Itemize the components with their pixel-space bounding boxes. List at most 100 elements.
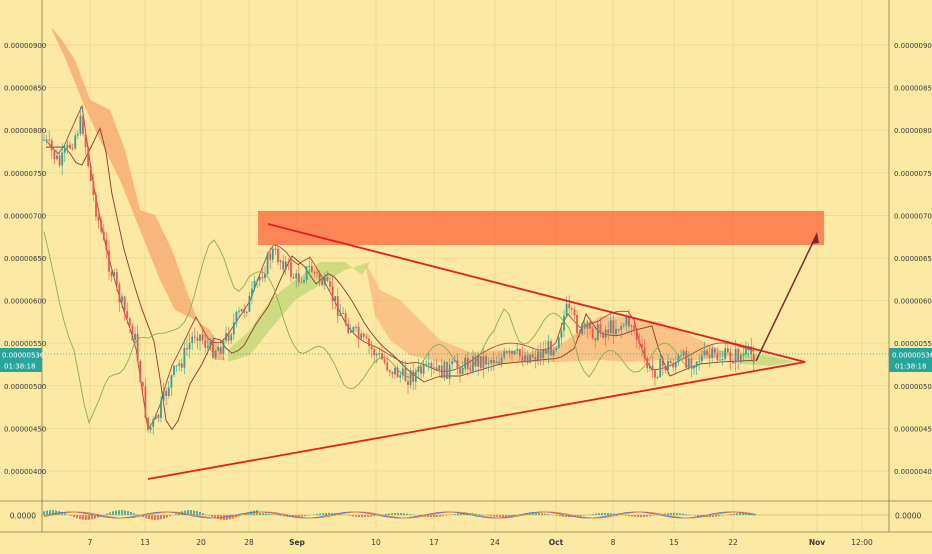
candle-body (280, 261, 282, 263)
candle-body (308, 266, 310, 267)
candle-body (451, 361, 453, 364)
candle-body (246, 312, 248, 313)
time-tick: 22 (728, 538, 738, 547)
macd-histogram-bar (397, 513, 399, 515)
candle-body (675, 362, 677, 367)
candle-body (212, 342, 214, 358)
candle-body (69, 145, 71, 148)
last-price-tag-right: 0.00000536 01:38:18 (889, 348, 932, 372)
candle-body (147, 418, 149, 430)
candle-body (483, 356, 485, 368)
candle-body (358, 327, 360, 339)
candle-body (171, 375, 173, 387)
candle-body (267, 253, 269, 274)
candle-body (701, 355, 703, 361)
candle-body (85, 134, 87, 147)
candle-body (303, 280, 305, 282)
candle-body (685, 351, 687, 368)
candle-body (134, 334, 136, 340)
candle-body (355, 327, 357, 328)
price-tick-left: 0.00000700 (4, 212, 46, 220)
candle-body (462, 368, 464, 374)
candle-body (529, 355, 531, 363)
candle-body (230, 335, 232, 341)
candle-body (61, 153, 63, 166)
macd-histogram-bar (151, 515, 153, 520)
price-tick-left: 0.00000650 (4, 255, 46, 263)
candle-body (428, 363, 430, 365)
macd-histogram-bar (211, 515, 213, 517)
candle-body (574, 309, 576, 315)
candle-body (410, 371, 412, 385)
candle-body (262, 277, 264, 278)
candle-body (282, 261, 284, 270)
candle-body (347, 324, 349, 333)
price-tick-left: 0.00000600 (4, 298, 46, 306)
candle-body (160, 401, 162, 418)
candle-body (438, 365, 440, 370)
candle-body (363, 334, 365, 337)
candle-body (540, 352, 542, 359)
candle-body (269, 253, 271, 259)
candle-body (727, 348, 729, 352)
macd-histogram-bar (604, 513, 606, 515)
candle-body (327, 277, 329, 281)
candle-body (592, 329, 594, 339)
candle-body (646, 358, 648, 368)
time-tick: 24 (490, 538, 500, 547)
candle-body (285, 262, 287, 270)
price-tick-right: 0.00000900 (894, 42, 932, 50)
macd-histogram-bar (325, 513, 327, 515)
candle-body (563, 316, 565, 331)
price-tick-left: 0.00000850 (4, 85, 46, 93)
macd-histogram-bar (82, 515, 84, 520)
candle-body (152, 419, 154, 427)
price-tick-left: 0.00000450 (4, 425, 46, 433)
candle-body (158, 415, 160, 418)
candle-body (423, 365, 425, 374)
candle-body (103, 232, 105, 240)
candle-body (319, 273, 321, 281)
macd-histogram-bar (199, 512, 201, 515)
candle-body (90, 166, 92, 181)
price-tick-right: 0.00000400 (894, 468, 932, 476)
candle-body (67, 145, 69, 149)
candle-body (210, 342, 212, 346)
candle-body (194, 337, 196, 338)
candle-body (444, 362, 446, 378)
candle-body (74, 135, 76, 148)
candle-body (433, 367, 435, 368)
candle-body (106, 240, 108, 251)
candle-body (402, 368, 404, 375)
macd-zero-label-right: 0.0000 (895, 512, 921, 521)
macd-histogram-bar (124, 510, 126, 515)
candle-body (186, 348, 188, 349)
candle-body (524, 356, 526, 362)
candle-body (223, 341, 225, 354)
macd-histogram-bar (112, 511, 114, 515)
countdown-label-right: 01:38:18 (895, 363, 926, 371)
candle-body (706, 351, 708, 355)
candle-body (111, 272, 113, 277)
price-tick-left: 0.00000500 (4, 383, 46, 391)
macd-histogram-bar (670, 513, 672, 515)
candle-body (139, 361, 141, 382)
price-tick-right: 0.00000500 (894, 383, 932, 391)
candle-body (204, 340, 206, 347)
candle-body (454, 360, 456, 361)
candle-body (155, 415, 157, 420)
candle-body (56, 156, 58, 160)
candle-body (446, 362, 448, 379)
price-tick-right: 0.00000550 (894, 340, 932, 348)
candle-body (93, 181, 95, 195)
candle-body (628, 317, 630, 327)
candle-body (277, 249, 279, 263)
candle-body (236, 312, 238, 322)
candle-body (142, 382, 144, 387)
macd-histogram-bar (739, 513, 741, 515)
candle-body (662, 359, 664, 366)
macd-histogram-bar (538, 513, 540, 515)
candle-body (412, 371, 414, 382)
